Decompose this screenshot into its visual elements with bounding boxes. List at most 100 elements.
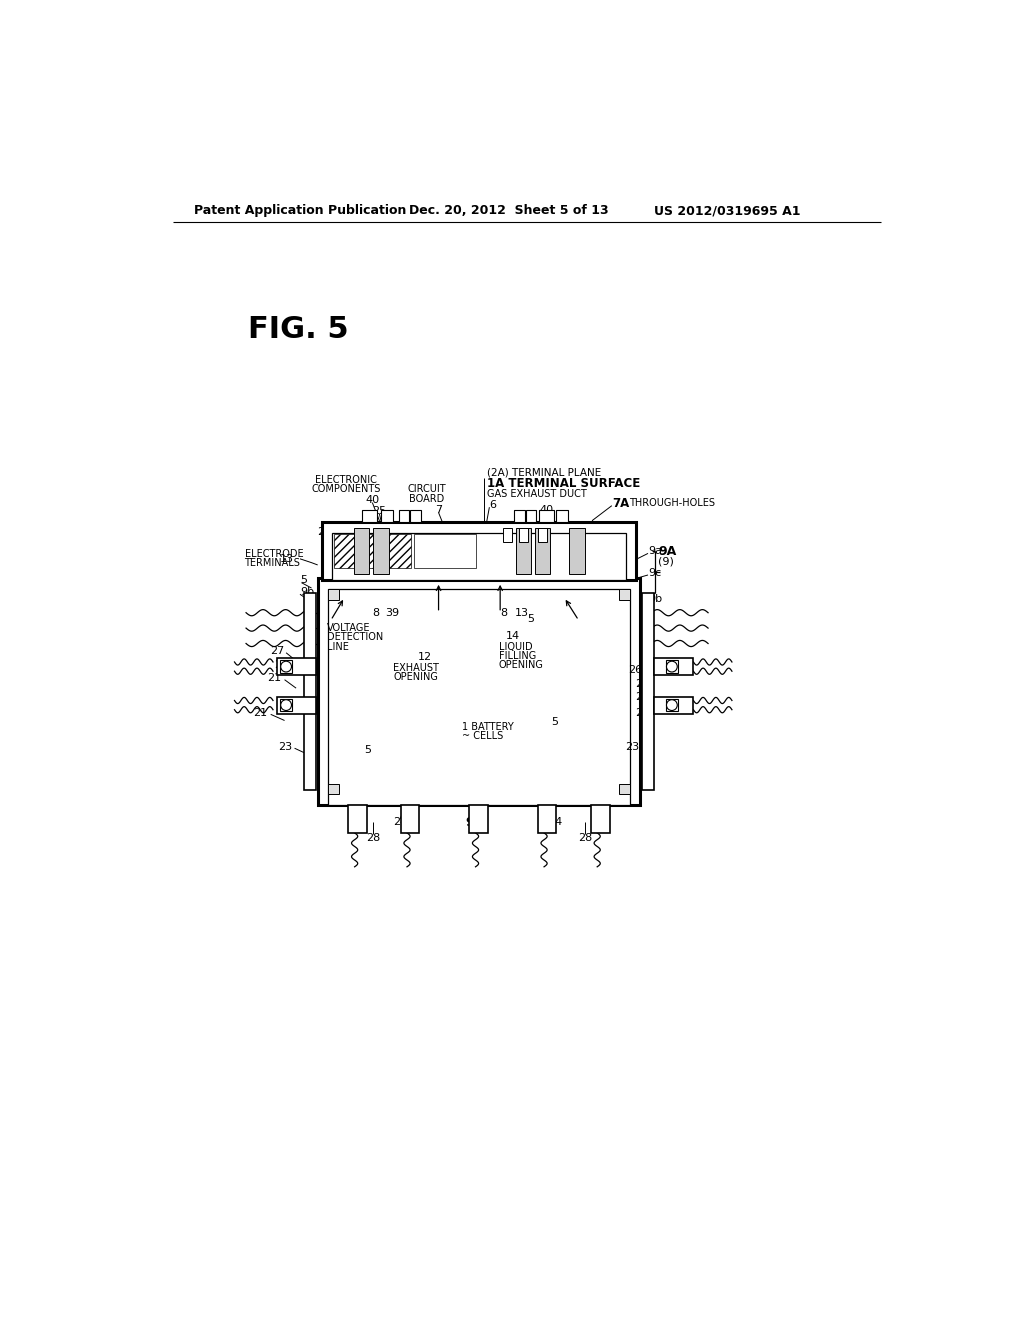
Text: 21: 21 — [254, 708, 267, 718]
Bar — [469, 805, 487, 833]
Bar — [354, 528, 370, 574]
Text: VOLTAGE: VOLTAGE — [327, 623, 371, 634]
Text: 22: 22 — [274, 660, 289, 671]
Bar — [518, 528, 528, 541]
Bar — [591, 805, 609, 833]
Text: 27: 27 — [270, 647, 285, 656]
Bar — [654, 659, 693, 675]
Text: (9): (9) — [658, 557, 674, 566]
Text: 25: 25 — [372, 506, 386, 516]
Text: 23: 23 — [279, 742, 292, 751]
Bar — [525, 510, 537, 521]
Text: 23: 23 — [625, 742, 639, 751]
Text: 9B: 9B — [466, 816, 483, 829]
Text: 21: 21 — [635, 693, 649, 702]
Text: 9a: 9a — [648, 546, 662, 556]
Bar — [348, 805, 367, 833]
Text: FIG. 5: FIG. 5 — [248, 315, 348, 343]
Bar — [329, 784, 339, 795]
Bar — [514, 510, 524, 521]
Bar — [642, 594, 654, 789]
Text: 28: 28 — [578, 833, 592, 842]
Bar — [666, 700, 678, 711]
Text: DETECTION: DETECTION — [327, 632, 383, 643]
Text: 20: 20 — [317, 527, 332, 537]
Text: OPENING: OPENING — [499, 660, 544, 671]
Text: 28: 28 — [366, 833, 380, 842]
Bar — [381, 510, 393, 521]
Bar — [276, 697, 316, 714]
Bar — [654, 697, 693, 714]
Bar — [322, 521, 637, 581]
Text: 5: 5 — [551, 717, 558, 727]
Text: ~ CELLS: ~ CELLS — [462, 731, 503, 741]
Text: LIQUID: LIQUID — [499, 642, 532, 652]
Text: 38: 38 — [402, 511, 417, 521]
Text: 40: 40 — [540, 504, 553, 515]
Bar — [503, 528, 512, 541]
Text: 5: 5 — [300, 576, 307, 585]
Text: US 2012/0319695 A1: US 2012/0319695 A1 — [654, 205, 801, 218]
Bar — [304, 594, 316, 789]
Text: 13: 13 — [280, 554, 294, 564]
Text: 8: 8 — [372, 607, 379, 618]
Text: BOARD: BOARD — [410, 494, 444, 504]
Bar — [539, 510, 554, 521]
Text: Dec. 20, 2012  Sheet 5 of 13: Dec. 20, 2012 Sheet 5 of 13 — [410, 205, 609, 218]
Text: 21: 21 — [267, 673, 282, 684]
Text: GAS EXHAUST DUCT: GAS EXHAUST DUCT — [487, 490, 587, 499]
Text: COMPONENTS: COMPONENTS — [311, 484, 381, 495]
Text: 5: 5 — [527, 614, 535, 624]
Bar — [535, 528, 550, 574]
Text: 1A TERMINAL SURFACE: 1A TERMINAL SURFACE — [487, 477, 640, 490]
Text: OPENING: OPENING — [393, 672, 438, 682]
Text: (2A) TERMINAL PLANE: (2A) TERMINAL PLANE — [487, 467, 601, 478]
Bar — [317, 578, 640, 805]
Circle shape — [667, 700, 677, 710]
Bar — [538, 528, 547, 541]
Circle shape — [667, 661, 677, 672]
Bar — [666, 660, 678, 673]
Text: 24: 24 — [393, 817, 408, 828]
Text: 21: 21 — [635, 708, 649, 718]
Text: 22: 22 — [635, 678, 649, 689]
Text: 39: 39 — [385, 607, 399, 618]
Bar — [414, 535, 475, 568]
Bar — [329, 589, 339, 599]
Bar — [280, 660, 292, 673]
Bar — [276, 659, 316, 675]
Text: ELECTRODE: ELECTRODE — [245, 549, 303, 560]
Bar — [329, 589, 630, 805]
Text: 6: 6 — [489, 500, 497, 510]
Text: 26: 26 — [628, 665, 642, 676]
Text: FILLING: FILLING — [499, 651, 536, 661]
Text: 7: 7 — [435, 504, 442, 515]
Text: 5: 5 — [365, 744, 372, 755]
Text: EXHAUST: EXHAUST — [392, 663, 438, 673]
Bar — [556, 510, 568, 521]
Text: THROUGH-HOLES: THROUGH-HOLES — [630, 499, 716, 508]
Text: 14: 14 — [506, 631, 520, 640]
Text: 8: 8 — [501, 607, 508, 618]
Bar — [569, 528, 585, 574]
Text: ELECTRONIC: ELECTRONIC — [315, 475, 377, 486]
Bar — [618, 784, 630, 795]
Bar — [400, 805, 419, 833]
Circle shape — [281, 661, 292, 672]
Bar — [373, 528, 388, 574]
Text: Patent Application Publication: Patent Application Publication — [194, 205, 407, 218]
Bar — [618, 589, 630, 599]
Text: 12: 12 — [418, 652, 432, 663]
Bar — [410, 510, 421, 521]
Text: LINE: LINE — [327, 642, 349, 652]
Bar — [333, 533, 626, 581]
Bar — [361, 510, 377, 521]
Bar — [398, 510, 410, 521]
Text: 9c: 9c — [648, 568, 662, 578]
Text: 13: 13 — [515, 607, 528, 618]
Text: 7A: 7A — [611, 496, 629, 510]
Text: 9b: 9b — [648, 594, 663, 603]
Text: 1 BATTERY: 1 BATTERY — [462, 722, 513, 731]
Bar — [538, 805, 556, 833]
Text: 20: 20 — [592, 548, 606, 557]
